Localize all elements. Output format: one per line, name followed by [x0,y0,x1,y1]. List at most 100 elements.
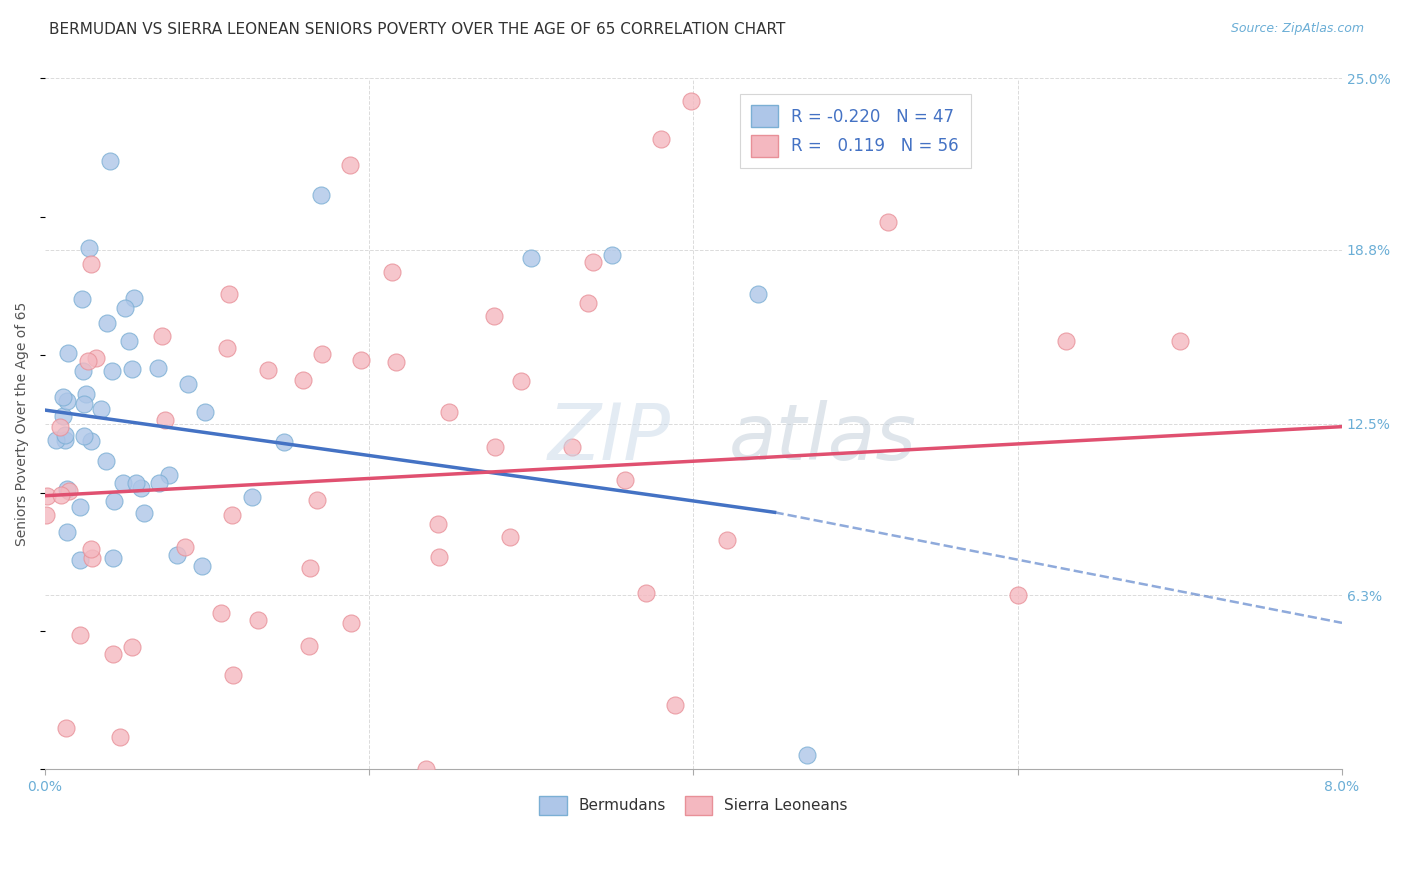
Text: Source: ZipAtlas.com: Source: ZipAtlas.com [1230,22,1364,36]
Point [482,309,505,323]
Point [98,154,121,169]
Point [1054,334,1077,348]
Point [1168,334,1191,348]
Point [118,334,141,349]
Point [148,361,170,376]
Point [73,397,96,411]
Point [437,405,460,419]
Point [129,481,152,495]
Point [80,434,103,449]
Point [148,475,170,490]
Point [73,428,96,442]
Point [75,387,97,401]
Point [499,530,522,544]
Point [111,475,134,490]
Point [273,434,295,449]
Point [58,484,80,499]
Point [48,420,70,434]
Point [218,286,240,301]
Point [292,373,315,387]
Point [69,500,91,514]
Point [166,548,188,562]
Point [311,347,333,361]
Point [664,698,686,712]
Point [561,440,583,454]
Point [49,488,72,502]
Point [108,730,131,744]
Point [602,248,624,262]
Text: BERMUDAN VS SIERRA LEONEAN SENIORS POVERTY OVER THE AGE OF 65 CORRELATION CHART: BERMUDAN VS SIERRA LEONEAN SENIORS POVER… [49,22,786,37]
Point [877,215,900,229]
Point [679,95,702,109]
Point [122,291,145,305]
Point [426,517,449,532]
Point [221,508,243,522]
Point [70,292,93,306]
Point [339,158,361,172]
Point [55,483,77,497]
Point [77,354,100,368]
Point [240,491,263,505]
Point [510,374,533,388]
Point [134,506,156,520]
Point [222,668,245,682]
Legend: Bermudans, Sierra Leoneans: Bermudans, Sierra Leoneans [530,787,858,824]
Point [101,550,124,565]
Point [257,363,280,377]
Point [103,493,125,508]
Point [576,296,599,310]
Point [415,762,437,776]
Point [80,541,103,556]
Point [56,525,79,540]
Point [716,533,738,547]
Point [246,613,269,627]
Point [173,540,195,554]
Point [44,434,66,448]
Point [209,606,232,620]
Text: ZIP: ZIP [548,400,671,475]
Point [636,586,658,600]
Point [114,301,136,315]
Point [614,473,637,487]
Point [194,405,217,419]
Point [69,627,91,641]
Point [80,551,103,566]
Point [125,475,148,490]
Point [191,558,214,573]
Point [35,489,58,503]
Point [90,401,112,416]
Text: atlas: atlas [730,400,917,475]
Point [298,639,321,653]
Point [650,132,672,146]
Point [121,362,143,376]
Point [350,353,373,368]
Point [796,748,818,763]
Point [72,364,94,378]
Point [94,453,117,467]
Point [215,341,238,355]
Point [52,409,75,423]
Point [69,552,91,566]
Point [381,264,404,278]
Point [177,376,200,391]
Point [305,492,328,507]
Point [582,254,605,268]
Point [77,241,100,255]
Y-axis label: Seniors Poverty Over the Age of 65: Seniors Poverty Over the Age of 65 [15,301,30,546]
Point [121,640,143,654]
Point [51,390,73,404]
Point [53,427,76,442]
Point [385,355,408,369]
Point [80,257,103,271]
Point [520,251,543,265]
Point [153,413,176,427]
Point [484,440,506,454]
Point [427,550,450,565]
Point [309,187,332,202]
Point [96,316,118,330]
Point [101,647,124,661]
Point [55,722,77,736]
Point [1007,588,1029,602]
Point [55,394,77,409]
Point [101,364,124,378]
